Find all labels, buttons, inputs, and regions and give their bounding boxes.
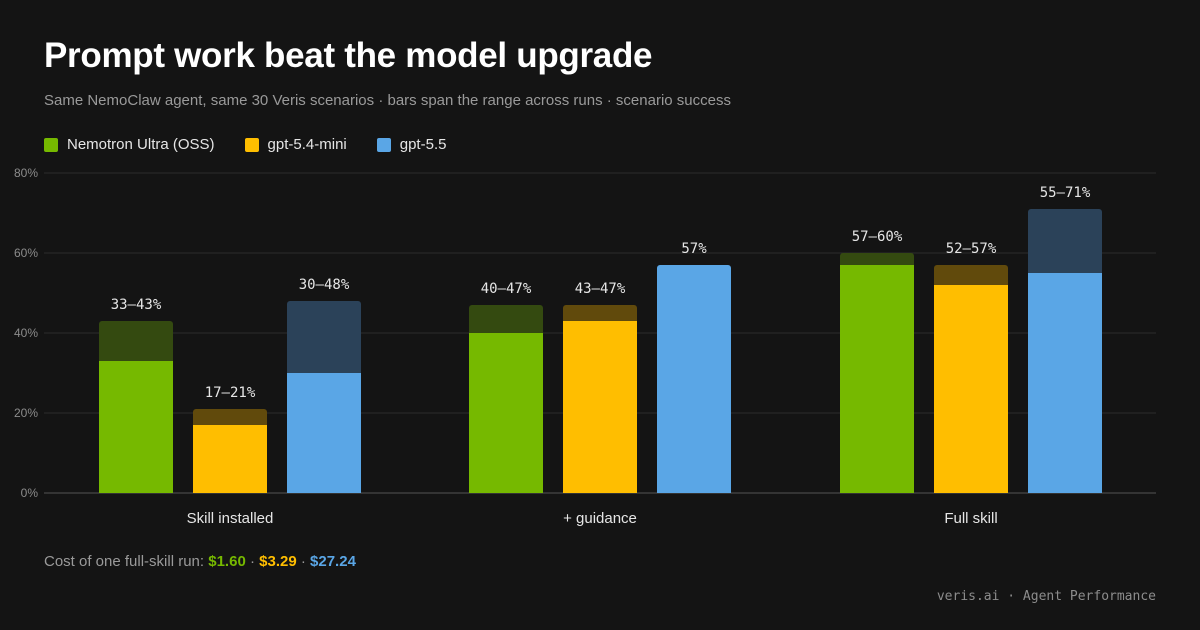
y-tick-label: 0% xyxy=(21,486,39,500)
y-tick-label: 80% xyxy=(14,166,38,180)
y-tick-label: 40% xyxy=(14,326,38,340)
x-category-label: + guidance xyxy=(563,510,637,527)
legend-swatch-yellow xyxy=(244,137,259,152)
bar-range-cap-body xyxy=(99,324,173,361)
bar-range-cap-body xyxy=(1028,212,1102,273)
bar-solid xyxy=(934,285,1008,493)
cost-separator: · xyxy=(300,553,306,570)
legend-label-nemotron: Nemotron Ultra (OSS) xyxy=(67,136,215,153)
bar-value-label: 30–48% xyxy=(299,277,350,293)
cost-separator: · xyxy=(249,553,255,570)
cost-label: Cost of one full-skill run: xyxy=(44,553,205,570)
bar-solid-body xyxy=(657,268,731,493)
bar-range-cap-body xyxy=(840,256,914,265)
cost-nemotron: $1.60 xyxy=(208,553,246,570)
bar-solid xyxy=(1028,273,1102,493)
bar-value-label: 55–71% xyxy=(1040,185,1091,201)
bar-solid xyxy=(99,361,173,493)
bar-value-label: 33–43% xyxy=(111,297,162,313)
bar-range-cap-body xyxy=(287,304,361,373)
bar-solid xyxy=(193,425,267,493)
bar-value-label: 17–21% xyxy=(205,385,256,401)
legend-item-nemotron: Nemotron Ultra (OSS) xyxy=(44,136,215,153)
legend-label-gpt-5-5: gpt-5.5 xyxy=(399,136,447,153)
x-category-label: Full skill xyxy=(944,510,997,527)
legend-swatch-green xyxy=(44,137,58,152)
legend: Nemotron Ultra (OSS) gpt-5.4-mini gpt-5.… xyxy=(44,136,476,153)
bar-value-label: 43–47% xyxy=(575,281,626,297)
legend-swatch-blue xyxy=(376,137,391,152)
bar-value-label: 57–60% xyxy=(852,229,903,245)
legend-label-gpt-5-4-mini: gpt-5.4-mini xyxy=(267,136,347,153)
bar-value-label: 52–57% xyxy=(946,241,997,257)
cost-gpt-5-4-mini: $3.29 xyxy=(259,553,297,570)
bar-range-cap-body xyxy=(563,308,637,321)
bar-range-cap-body xyxy=(934,268,1008,285)
y-tick-label: 20% xyxy=(14,406,38,420)
bar-solid xyxy=(287,373,361,493)
bar-solid xyxy=(840,265,914,493)
footer-credit: veris.ai · Agent Performance xyxy=(936,589,1156,604)
y-tick-label: 60% xyxy=(14,246,38,260)
bar-solid xyxy=(563,321,637,493)
bar-range-cap-body xyxy=(469,308,543,333)
legend-item-gpt-5-4-mini: gpt-5.4-mini xyxy=(244,136,347,153)
legend-item-gpt-5-5: gpt-5.5 xyxy=(376,136,447,153)
bar-value-label: 57% xyxy=(681,241,707,257)
bar-range-cap-body xyxy=(193,412,267,425)
chart-title: Prompt work beat the model upgrade xyxy=(44,36,653,75)
cost-gpt-5-5: $27.24 xyxy=(310,553,356,570)
bar-value-label: 40–47% xyxy=(481,281,532,297)
chart-subtitle: Same NemoClaw agent, same 30 Veris scena… xyxy=(44,92,731,109)
x-category-label: Skill installed xyxy=(187,510,274,527)
bar-solid xyxy=(469,333,543,493)
cost-line: Cost of one full-skill run: $1.60 · $3.2… xyxy=(44,553,356,570)
